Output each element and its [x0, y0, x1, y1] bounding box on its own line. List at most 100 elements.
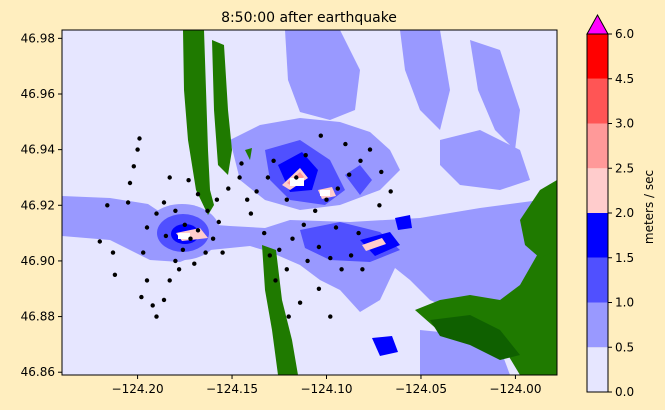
- particle-35: [214, 197, 220, 202]
- colorbar: 0.0 0.5 1.0 1.5 2.0 2.5 3.0 4.5 6.0: [586, 13, 634, 399]
- particle-19: [188, 236, 193, 241]
- particle-76: [286, 314, 291, 319]
- particle-71: [333, 225, 339, 230]
- particle-26: [176, 267, 182, 272]
- colorbar-tick-label: 2.0: [615, 206, 634, 220]
- colorbar-tick-label: 2.5: [615, 161, 634, 175]
- jet-northeast-medium: [345, 165, 372, 195]
- east-channel-flow: [440, 130, 530, 190]
- peninsula-dunes: [212, 40, 232, 175]
- particle-40: [265, 175, 271, 180]
- particle-15: [161, 297, 167, 303]
- particle-59: [305, 258, 310, 264]
- y-tick-label: 46.90: [21, 254, 55, 268]
- north-inlet-flow: [285, 30, 360, 120]
- colorbar-tick-label: 1.0: [615, 296, 634, 310]
- x-tick-label: −124.05: [395, 382, 447, 396]
- east-mainland: [520, 180, 557, 258]
- colorbar-tick-label: 0.5: [615, 340, 634, 354]
- particle-2: [112, 272, 118, 277]
- particle-65: [284, 267, 289, 272]
- x-tick-label: −124.20: [112, 382, 164, 396]
- particle-25: [163, 233, 169, 239]
- particle-47: [313, 208, 318, 213]
- colorbar-tick-label: 4.5: [615, 72, 634, 86]
- colorbar-segment-2: [587, 257, 608, 303]
- particle-36: [226, 186, 231, 191]
- particle-73: [377, 203, 382, 208]
- particle-24: [154, 211, 159, 216]
- y-tick-label: 46.96: [21, 87, 55, 101]
- particle-43: [262, 230, 267, 236]
- particle-20: [195, 228, 201, 233]
- particle-34: [167, 175, 172, 180]
- tidal-island-south: [178, 233, 190, 239]
- colorbar-tick-label: 6.0: [615, 27, 634, 41]
- particle-17: [173, 258, 178, 264]
- high-speed-south: [362, 238, 386, 251]
- jet-east-strong: [395, 215, 412, 230]
- particle-21: [182, 222, 187, 227]
- x-tick-label: −124.15: [206, 382, 258, 396]
- particle-53: [379, 169, 384, 175]
- particle-33: [186, 178, 191, 183]
- particle-10: [141, 250, 146, 255]
- particle-18: [180, 247, 186, 252]
- colorbar-tick-label: 3.0: [615, 117, 634, 131]
- particle-16: [167, 278, 172, 283]
- particle-7: [135, 147, 140, 152]
- particle-77: [328, 314, 333, 319]
- particle-11: [144, 278, 150, 283]
- colorbar-tick-label: 1.5: [615, 251, 634, 265]
- particle-51: [358, 158, 363, 163]
- x-tick-label: −124.10: [300, 382, 352, 396]
- peninsula-land: [183, 30, 214, 215]
- particle-29: [210, 236, 216, 241]
- particle-39: [254, 189, 259, 194]
- particle-75: [220, 250, 225, 255]
- plot-frame: [61, 29, 558, 376]
- colorbar-segment-3: [587, 213, 608, 258]
- chart-title: 8:50:00 after earthquake: [221, 10, 397, 26]
- particle-23: [161, 200, 167, 205]
- colorbar-segment-6: [587, 78, 608, 124]
- colorbar-segment-1: [587, 302, 608, 348]
- particle-50: [347, 172, 352, 177]
- particle-38: [245, 197, 250, 202]
- north-islet: [245, 148, 252, 160]
- colorbar-extend-arrow: [586, 13, 609, 35]
- colorbar-segment-7: [587, 34, 608, 79]
- particle-layer: [97, 133, 393, 319]
- particle-13: [150, 303, 155, 308]
- tidal-island-east: [320, 190, 330, 196]
- particle-12: [139, 294, 144, 300]
- particle-42: [248, 211, 254, 216]
- particle-64: [360, 267, 365, 272]
- particle-14: [154, 314, 159, 319]
- particle-22: [173, 208, 178, 213]
- particle-61: [328, 255, 333, 261]
- particle-4: [125, 200, 131, 205]
- y-tick-label: 46.88: [21, 310, 55, 324]
- particle-44: [277, 247, 282, 252]
- y-tick-label: 46.94: [21, 143, 55, 157]
- particle-48: [324, 197, 329, 202]
- particle-31: [205, 208, 210, 213]
- particle-45: [290, 236, 295, 241]
- particle-0: [97, 239, 103, 244]
- particle-66: [273, 278, 278, 283]
- particle-60: [316, 244, 322, 250]
- particle-6: [131, 164, 136, 169]
- particle-27: [192, 261, 197, 266]
- colorbar-segment-4: [587, 168, 608, 213]
- particle-58: [284, 197, 289, 202]
- particle-49: [335, 186, 340, 191]
- y-tick-label: 46.86: [21, 365, 55, 379]
- plot-area: [62, 30, 557, 375]
- colorbar-tick-label: 0.0: [615, 385, 634, 399]
- y-axis: 46.86 46.88 46.90 46.92 46.94 46.96 46.98: [21, 31, 62, 379]
- colorbar-segment-5: [587, 123, 608, 169]
- north-channel-streak-1: [400, 30, 450, 130]
- particle-72: [356, 230, 361, 236]
